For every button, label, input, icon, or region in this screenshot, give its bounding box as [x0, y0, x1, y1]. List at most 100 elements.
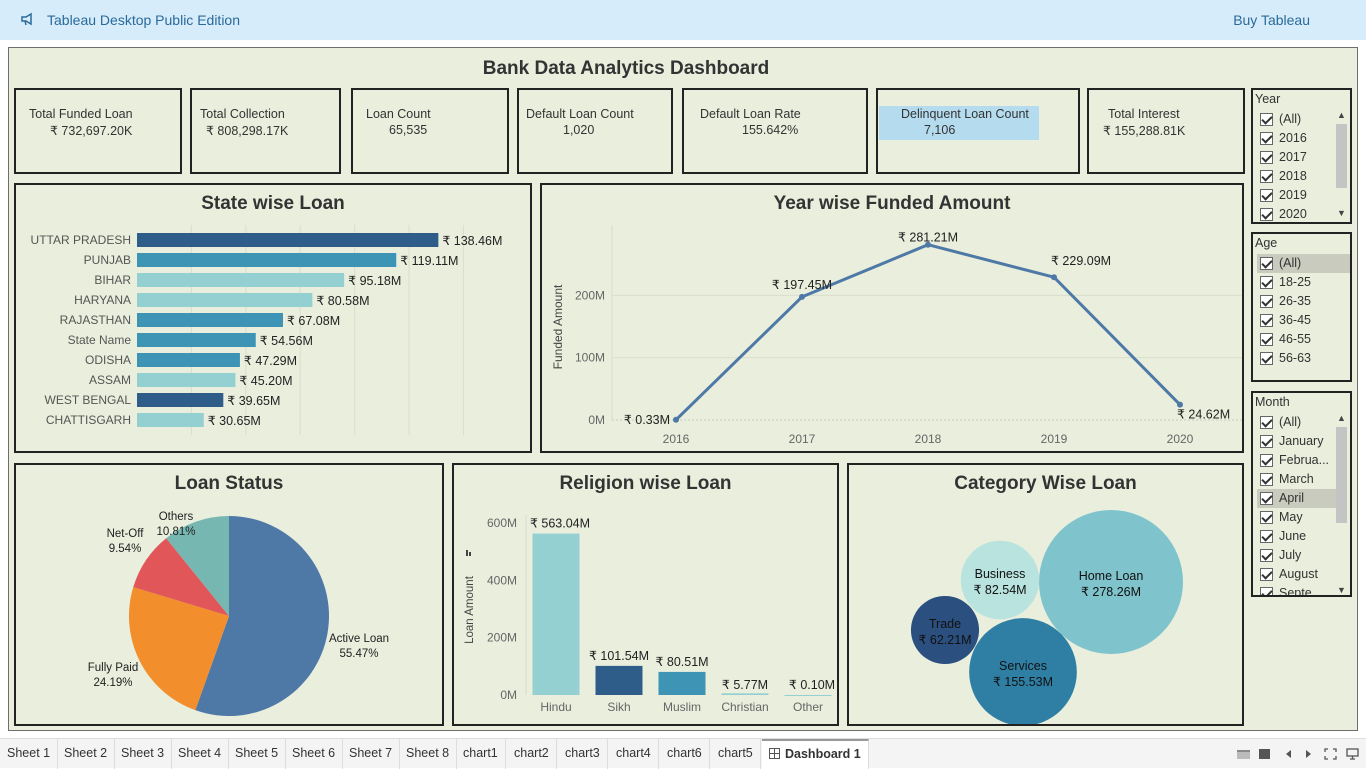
fit-width-icon[interactable]	[1324, 748, 1337, 760]
sheet-tab[interactable]: Sheet 6	[285, 739, 344, 769]
sheet-tab[interactable]: chart5	[711, 739, 761, 769]
state-data-label: ₹ 45.20M	[239, 374, 292, 388]
sheet-tab[interactable]: Sheet 7	[342, 739, 401, 769]
sheet-tab[interactable]: Sheet 3	[114, 739, 173, 769]
kpi-loan-count[interactable]: Loan Count 65,535	[351, 88, 509, 174]
filter-option[interactable]: 2017	[1257, 148, 1335, 167]
filter-option[interactable]: Februa...	[1257, 451, 1335, 470]
sheet-tab[interactable]: Sheet 2	[57, 739, 116, 769]
sheet-tab[interactable]: Sheet 5	[228, 739, 287, 769]
sheet-tab[interactable]: Sheet 1	[0, 739, 59, 769]
filter-option[interactable]: 36-45	[1257, 311, 1335, 330]
filter-option[interactable]: (All)	[1257, 254, 1350, 273]
checkbox-checked-icon[interactable]	[1260, 568, 1273, 581]
filter-option[interactable]: 2016	[1257, 129, 1335, 148]
presentation-mode-icon[interactable]	[1346, 748, 1359, 760]
sheet-tab[interactable]: Sheet 4	[171, 739, 230, 769]
checkbox-checked-icon[interactable]	[1260, 208, 1273, 221]
checkbox-checked-icon[interactable]	[1260, 314, 1273, 327]
filter-option[interactable]: 2018	[1257, 167, 1335, 186]
category-value: ₹ 82.54M	[973, 583, 1026, 597]
sheet-tab[interactable]: chart4	[609, 739, 659, 769]
state-data-label: ₹ 54.56M	[260, 334, 313, 348]
filter-option[interactable]: 46-55	[1257, 330, 1335, 349]
checkbox-checked-icon[interactable]	[1260, 549, 1273, 562]
checkbox-checked-icon[interactable]	[1260, 454, 1273, 467]
filter-option[interactable]: 2019	[1257, 186, 1335, 205]
checkbox-checked-icon[interactable]	[1260, 530, 1273, 543]
x-tick-label: Other	[793, 700, 823, 714]
year-filter: Year (All) 2016 2017 2018 2019 2020 ▲ ▼	[1251, 88, 1352, 224]
kpi-delinquent-loan-count[interactable]: Delinquent Loan Count 7,106	[876, 88, 1080, 174]
category-value: ₹ 155.53M	[993, 675, 1053, 689]
sheet-tab[interactable]: chart2	[507, 739, 557, 769]
sheet-tab[interactable]: chart1	[456, 739, 506, 769]
state-category-label: HARYANA	[74, 293, 131, 307]
filter-option[interactable]: March	[1257, 470, 1335, 489]
checkbox-checked-icon[interactable]	[1260, 587, 1273, 595]
filter-option[interactable]: August	[1257, 565, 1335, 584]
next-icon[interactable]	[1302, 748, 1315, 760]
sheet-tab[interactable]: chart6	[660, 739, 710, 769]
scroll-thumb[interactable]	[1336, 427, 1347, 523]
checkbox-checked-icon[interactable]	[1260, 333, 1273, 346]
filter-option[interactable]: 2020	[1257, 205, 1335, 222]
state-data-label: ₹ 47.29M	[244, 354, 297, 368]
filter-option[interactable]: Septe...	[1257, 584, 1335, 595]
checkbox-checked-icon[interactable]	[1260, 473, 1273, 486]
kpi-label: Default Loan Rate	[700, 107, 801, 121]
state-wise-loan-panel: State wise Loan UTTAR PRADESH ₹ 138.46M PU…	[14, 183, 532, 453]
filter-option[interactable]: April	[1257, 489, 1347, 508]
stop-icon[interactable]	[1258, 748, 1271, 760]
filter-option[interactable]: 18-25	[1257, 273, 1335, 292]
checkbox-checked-icon[interactable]	[1260, 257, 1273, 270]
filter-option[interactable]: June	[1257, 527, 1335, 546]
kpi-total-funded-loan[interactable]: Total Funded Loan ₹ 732,697.20K	[14, 88, 182, 174]
checkbox-checked-icon[interactable]	[1260, 151, 1273, 164]
kpi-label: Loan Count	[366, 107, 431, 121]
filter-option[interactable]: July	[1257, 546, 1335, 565]
filter-option-label: 56-63	[1279, 351, 1311, 365]
filter-option[interactable]: (All)	[1257, 110, 1335, 129]
show-sheet-sorter-icon[interactable]	[1237, 748, 1250, 760]
checkbox-checked-icon[interactable]	[1260, 352, 1273, 365]
sheet-tab[interactable]: Sheet 8	[399, 739, 458, 769]
tab-dashboard-1[interactable]: Dashboard 1	[762, 739, 869, 769]
scroll-thumb[interactable]	[1336, 124, 1347, 188]
checkbox-checked-icon[interactable]	[1260, 189, 1273, 202]
filter-option[interactable]: January	[1257, 432, 1335, 451]
month-filter-scrollbar[interactable]: ▲ ▼	[1335, 413, 1348, 595]
filter-option[interactable]: 26-35	[1257, 292, 1335, 311]
kpi-total-interest[interactable]: Total Interest ₹ 155,288.81K	[1087, 88, 1245, 174]
scroll-down-icon[interactable]: ▼	[1337, 585, 1346, 595]
checkbox-checked-icon[interactable]	[1260, 511, 1273, 524]
kpi-default-loan-count[interactable]: Default Loan Count 1,020	[517, 88, 673, 174]
checkbox-checked-icon[interactable]	[1260, 276, 1273, 289]
filter-option[interactable]: May	[1257, 508, 1335, 527]
scroll-up-icon[interactable]: ▲	[1337, 413, 1346, 423]
year-filter-scrollbar[interactable]: ▲ ▼	[1335, 110, 1348, 218]
x-tick-label: Muslim	[663, 700, 701, 714]
kpi-default-loan-rate[interactable]: Default Loan Rate 155.642%	[682, 88, 868, 174]
buy-tableau-link[interactable]: Buy Tableau	[1233, 12, 1310, 28]
checkbox-checked-icon[interactable]	[1260, 113, 1273, 126]
kpi-highlight	[879, 106, 1039, 140]
sheet-tab[interactable]: chart3	[558, 739, 608, 769]
checkbox-checked-icon[interactable]	[1260, 416, 1273, 429]
checkbox-checked-icon[interactable]	[1260, 132, 1273, 145]
funded-data-label: ₹ 281.21M	[898, 231, 958, 245]
kpi-value: 1,020	[563, 123, 595, 137]
y-tick-label: 0M	[500, 688, 517, 702]
scroll-down-icon[interactable]: ▼	[1337, 208, 1346, 218]
checkbox-checked-icon[interactable]	[1260, 170, 1273, 183]
checkbox-checked-icon[interactable]	[1260, 492, 1273, 505]
tab-label: Sheet 8	[406, 746, 450, 760]
filter-option[interactable]: (All)	[1257, 413, 1335, 432]
kpi-total-collection[interactable]: Total Collection ₹ 808,298.17K	[190, 88, 341, 174]
scroll-up-icon[interactable]: ▲	[1337, 110, 1346, 120]
previous-icon[interactable]	[1282, 748, 1295, 760]
checkbox-checked-icon[interactable]	[1260, 435, 1273, 448]
tab-label: Sheet 5	[235, 746, 279, 760]
checkbox-checked-icon[interactable]	[1260, 295, 1273, 308]
filter-option[interactable]: 56-63	[1257, 349, 1335, 368]
